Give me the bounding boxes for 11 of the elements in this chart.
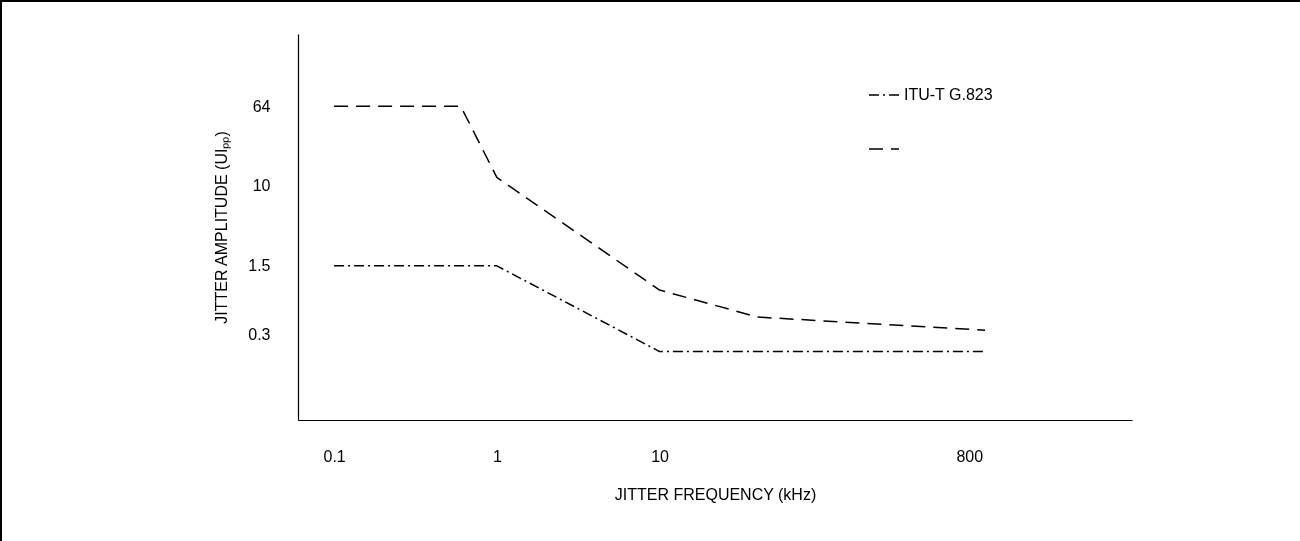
y-tick-label: 1.5: [248, 257, 271, 275]
x-tick-label: 800: [956, 447, 984, 465]
y-tick-label: 0.3: [248, 325, 271, 343]
x-tick-label: 10: [651, 447, 670, 465]
legend-label: ITU-T G.823: [904, 86, 993, 103]
y-tick-label: 64: [252, 97, 271, 115]
x-tick-label: 1: [492, 447, 502, 465]
y-axis-title: JITTER AMPLITUDE (UIₚₚ): [213, 131, 232, 324]
x-axis-title: JITTER FREQUENCY (kHz): [614, 485, 817, 503]
y-tick-label: 10: [252, 176, 271, 194]
x-tick-label: 0.1: [323, 447, 346, 465]
